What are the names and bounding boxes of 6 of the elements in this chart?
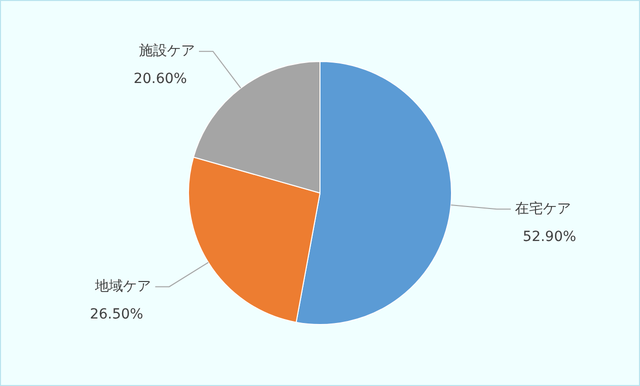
data-label: 20.60%: [134, 71, 187, 88]
slice-label: 在宅ケア: [514, 200, 571, 217]
data-label: 52.90%: [522, 228, 576, 245]
data-label: 26.50%: [90, 306, 144, 322]
slice-label: 地域ケア: [94, 278, 152, 294]
slice-label: 施設ケア: [138, 43, 195, 60]
